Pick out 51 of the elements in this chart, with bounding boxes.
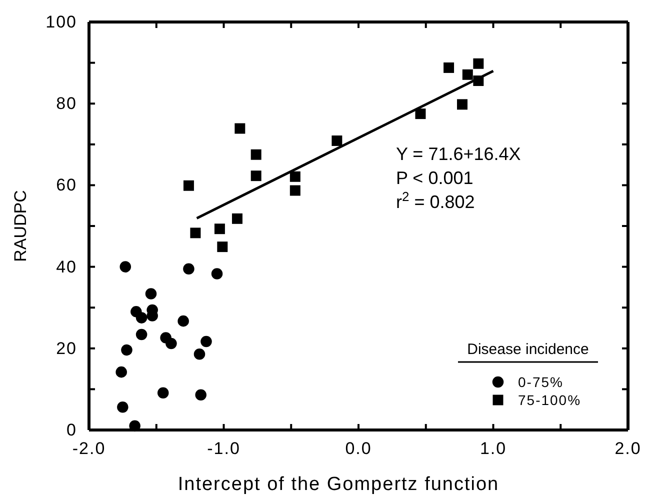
point [332,135,342,146]
point [136,328,148,340]
legend-title: Disease incidence [467,341,589,358]
y-tick-label: 60 [56,176,77,195]
annotation: r$^{2}$ = 0.802 [396,188,475,212]
point [444,62,454,73]
point [194,348,206,360]
point [120,261,132,272]
y-tick-label: 40 [56,257,77,276]
point [290,171,300,182]
y-tick-label: 0 [66,420,77,440]
y-axis-title: RAUDPC [11,190,30,262]
annotation: P < 0.001 [396,168,474,188]
y-tick-label: 80 [56,94,77,114]
point [473,58,484,69]
y-tick-label: 100 [46,12,77,32]
point [190,228,201,238]
x-axis-title: Intercept of the Gompertz function [178,474,500,495]
point [290,185,300,196]
point [166,338,177,350]
point [183,263,194,274]
point [214,224,225,234]
point [200,336,212,348]
point [457,99,468,110]
y-tick-label: 20 [56,338,77,358]
point [195,389,206,401]
point [250,149,262,160]
point [178,315,189,327]
point [250,170,262,182]
point [234,123,246,134]
x-tick-label: 2.0 [614,439,642,458]
point [117,402,128,413]
point [183,180,194,191]
point [129,420,140,432]
point [217,242,228,252]
point [145,288,157,300]
point [211,268,223,280]
point [232,213,242,224]
legend-label: 75-100% [518,392,582,408]
x-tick-label: -2.0 [72,439,106,458]
x-tick-label: -1.0 [207,439,240,458]
point [157,387,169,399]
legend-label: 0-75% [518,374,564,390]
point [462,69,473,80]
x-tick-label: 1.0 [480,439,507,458]
point [116,366,127,378]
x-tick-label: 0.0 [345,439,372,458]
point [136,312,148,324]
point [415,108,426,120]
point [121,344,132,356]
annotation: Y = 71.6+16.4X [396,144,521,164]
